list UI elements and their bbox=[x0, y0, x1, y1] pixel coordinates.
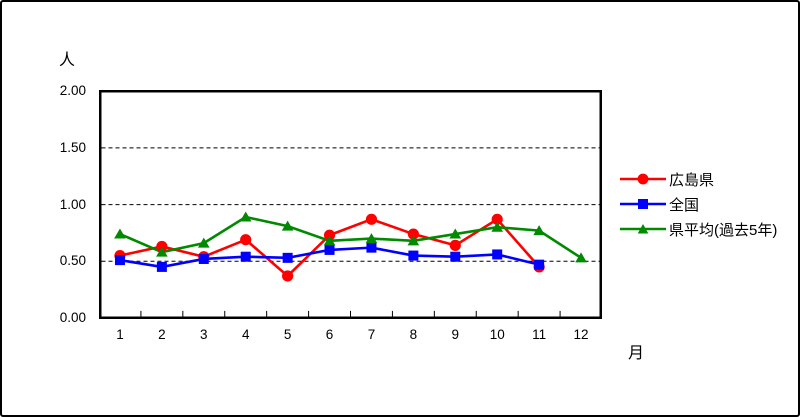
legend-swatch-square bbox=[620, 199, 666, 209]
legend-item-2: 県平均(過去5年) bbox=[620, 219, 777, 239]
square-marker bbox=[450, 251, 461, 262]
y-tick-label: 1.00 bbox=[59, 196, 86, 212]
x-tick-label: 7 bbox=[367, 327, 376, 342]
square-marker bbox=[324, 244, 335, 255]
x-axis-tick-labels: 1 2 3 4 5 6 7 8 9 10 11 12 bbox=[99, 327, 602, 347]
triangle-marker bbox=[365, 233, 378, 244]
legend-item-1: 全国 bbox=[620, 194, 777, 214]
legend-item-0: 広島県 bbox=[620, 169, 777, 189]
x-tick-label: 10 bbox=[489, 327, 505, 342]
triangle-marker bbox=[156, 246, 168, 257]
x-tick-label: 5 bbox=[283, 327, 292, 342]
triangle-marker bbox=[197, 237, 210, 248]
square-marker bbox=[282, 252, 293, 263]
circle-marker bbox=[491, 213, 503, 225]
plot-area bbox=[99, 90, 602, 319]
x-tick-label: 6 bbox=[325, 327, 334, 342]
triangle-marker bbox=[114, 228, 126, 239]
triangle-marker bbox=[533, 225, 545, 236]
circle-marker bbox=[449, 239, 461, 251]
legend: 広島県全国県平均(過去5年) bbox=[620, 169, 777, 244]
square-marker bbox=[366, 242, 377, 253]
x-tick-label: 3 bbox=[200, 327, 208, 342]
circle-marker bbox=[365, 213, 378, 225]
circle-marker bbox=[323, 229, 336, 241]
triangle-marker bbox=[407, 235, 420, 246]
series-line-2 bbox=[119, 215, 582, 259]
legend-swatch-triangle bbox=[620, 224, 666, 234]
circle-marker bbox=[240, 234, 252, 246]
x-tick-label: 4 bbox=[241, 327, 250, 342]
square-marker bbox=[240, 251, 251, 262]
circle-marker bbox=[156, 240, 168, 253]
x-tick-label: 1 bbox=[116, 327, 124, 342]
x-tick-label: 2 bbox=[158, 327, 166, 342]
y-tick-label: 0.00 bbox=[59, 309, 86, 325]
square-marker bbox=[114, 255, 125, 266]
triangle-marker bbox=[239, 211, 252, 222]
x-tick-label: 9 bbox=[451, 327, 460, 342]
triangle-marker bbox=[491, 221, 504, 232]
plot-border bbox=[99, 90, 602, 319]
y-tick-label: 0.50 bbox=[59, 253, 86, 269]
legend-label: 広島県 bbox=[669, 171, 715, 189]
x-tick-label: 11 bbox=[532, 327, 547, 342]
legend-label: 県平均(過去5年) bbox=[669, 221, 778, 239]
triangle-marker bbox=[449, 228, 462, 239]
y-axis-unit-label: 人 bbox=[59, 52, 76, 69]
triangle-marker bbox=[575, 252, 587, 263]
circle-marker bbox=[407, 228, 419, 240]
square-marker bbox=[492, 249, 503, 260]
x-axis-unit-label: 月 bbox=[628, 345, 645, 362]
square-marker bbox=[408, 250, 419, 261]
y-tick-label: 1.50 bbox=[59, 139, 86, 155]
circle-marker bbox=[282, 270, 294, 282]
legend-label: 全国 bbox=[669, 196, 700, 214]
square-marker bbox=[156, 261, 167, 272]
x-tick-label: 8 bbox=[409, 327, 418, 342]
y-tick-label: 2.00 bbox=[59, 83, 86, 99]
square-marker bbox=[198, 253, 209, 264]
x-tick-label: 12 bbox=[573, 327, 589, 342]
triangle-marker bbox=[281, 220, 294, 231]
square-marker bbox=[534, 259, 545, 270]
triangle-marker bbox=[323, 235, 336, 246]
legend-swatch-circle bbox=[620, 173, 666, 185]
